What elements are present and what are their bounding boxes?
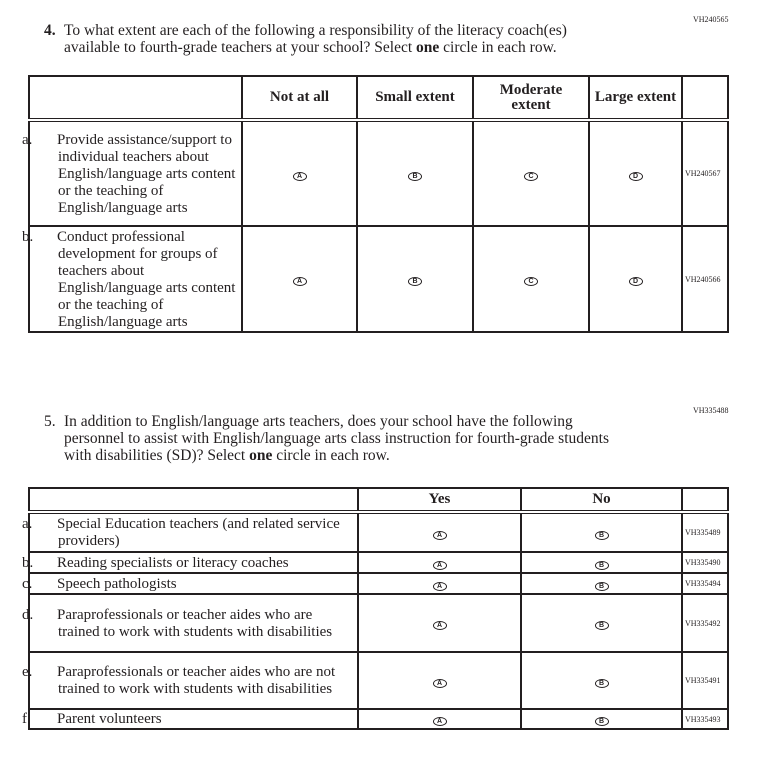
row-label: b. Reading specialists or literacy coache… bbox=[22, 551, 359, 574]
response-cell: B bbox=[520, 593, 683, 653]
table-row: e. Paraprofessionals or teacher aides who… bbox=[22, 651, 729, 710]
response-bubble-a[interactable]: A bbox=[432, 530, 447, 540]
response-bubble-d[interactable]: D bbox=[628, 171, 643, 181]
response-bubble-d[interactable]: D bbox=[628, 277, 643, 286]
table-row: d. Paraprofessionals or teacher aides who… bbox=[22, 593, 729, 653]
response-bubble-a[interactable]: A bbox=[432, 581, 447, 591]
response-cell: A bbox=[241, 225, 358, 333]
item-id: VH240567 bbox=[681, 119, 729, 227]
row-label: c. Speech pathologists bbox=[22, 572, 359, 595]
response-bubble-b[interactable]: B bbox=[594, 581, 609, 591]
row-label: b. Conduct professional development for g… bbox=[22, 225, 243, 333]
item-id: VH335489 bbox=[681, 511, 729, 553]
response-bubble-b[interactable]: B bbox=[594, 678, 609, 688]
response-bubble-c[interactable]: C bbox=[524, 277, 538, 286]
response-bubble-c[interactable]: C bbox=[524, 171, 538, 181]
item-id: VH335491 bbox=[681, 651, 729, 710]
item-id: VH335493 bbox=[681, 708, 729, 730]
response-cell: B bbox=[356, 225, 474, 333]
header-blank bbox=[681, 487, 729, 514]
table-row: a. Provide assistance/support to individu… bbox=[22, 119, 729, 227]
column-header: No bbox=[520, 487, 683, 514]
response-bubble-b[interactable]: B bbox=[594, 560, 609, 570]
response-cell: D bbox=[588, 225, 683, 333]
response-cell: A bbox=[357, 593, 522, 653]
response-bubble-a[interactable]: A bbox=[292, 171, 307, 181]
response-cell: A bbox=[357, 708, 522, 730]
response-cell: B bbox=[520, 511, 683, 553]
response-cell: B bbox=[520, 551, 683, 574]
item-id: VH240566 bbox=[681, 225, 729, 333]
question-5-text: 5. In addition to English/language arts t… bbox=[44, 413, 644, 464]
question-4-id: VH240565 bbox=[693, 15, 729, 24]
row-label: e. Paraprofessionals or teacher aides who… bbox=[22, 651, 359, 710]
question-5-table: Yes No a. Special Education teachers (and… bbox=[22, 487, 729, 730]
column-header: Small extent bbox=[356, 75, 474, 122]
response-cell: B bbox=[520, 708, 683, 730]
header-blank bbox=[28, 487, 359, 514]
response-cell: A bbox=[357, 511, 522, 553]
response-cell: A bbox=[357, 572, 522, 595]
column-header: Moderate extent bbox=[472, 75, 590, 122]
response-cell: C bbox=[472, 225, 590, 333]
question-text: In addition to English/language arts tea… bbox=[64, 413, 609, 464]
row-label: d. Paraprofessionals or teacher aides who… bbox=[22, 593, 359, 653]
row-label: a. Provide assistance/support to individu… bbox=[22, 119, 243, 227]
response-bubble-a[interactable]: A bbox=[432, 560, 447, 570]
column-header: Large extent bbox=[588, 75, 683, 122]
question-5-id: VH335488 bbox=[693, 406, 729, 415]
question-4-table: Not at all Small extent Moderate extent … bbox=[22, 75, 729, 333]
table-row: f. Parent volunteers A B VH335493 bbox=[22, 708, 729, 730]
question-text: To what extent are each of the following… bbox=[64, 22, 567, 56]
question-number: 4. bbox=[44, 22, 56, 39]
response-cell: D bbox=[588, 119, 683, 227]
header-blank bbox=[681, 75, 729, 122]
header-blank bbox=[28, 75, 243, 122]
response-cell: A bbox=[357, 651, 522, 710]
response-cell: B bbox=[520, 651, 683, 710]
response-cell: A bbox=[357, 551, 522, 574]
response-cell: A bbox=[241, 119, 358, 227]
row-label: a. Special Education teachers (and relate… bbox=[22, 511, 359, 553]
item-id: VH335494 bbox=[681, 572, 729, 595]
response-bubble-b[interactable]: B bbox=[408, 171, 422, 181]
response-bubble-a[interactable]: A bbox=[432, 717, 447, 726]
response-cell: B bbox=[356, 119, 474, 227]
column-header: Yes bbox=[357, 487, 522, 514]
column-header: Not at all bbox=[241, 75, 358, 122]
response-bubble-b[interactable]: B bbox=[408, 277, 422, 286]
response-cell: C bbox=[472, 119, 590, 227]
response-bubble-b[interactable]: B bbox=[594, 717, 609, 726]
response-bubble-a[interactable]: A bbox=[432, 621, 447, 630]
item-id: VH335492 bbox=[681, 593, 729, 653]
question-number: 5. bbox=[44, 413, 56, 430]
table-row: b. Reading specialists or literacy coache… bbox=[22, 551, 729, 574]
response-cell: B bbox=[520, 572, 683, 595]
response-bubble-a[interactable]: A bbox=[292, 277, 307, 286]
table-row: a. Special Education teachers (and relate… bbox=[22, 511, 729, 553]
question-4-text: 4. To what extent are each of the followi… bbox=[44, 22, 644, 56]
response-bubble-b[interactable]: B bbox=[594, 621, 609, 630]
table-row: c. Speech pathologists A B VH335494 bbox=[22, 572, 729, 595]
response-bubble-b[interactable]: B bbox=[594, 530, 609, 540]
table-row: b. Conduct professional development for g… bbox=[22, 225, 729, 333]
response-bubble-a[interactable]: A bbox=[432, 678, 447, 688]
item-id: VH335490 bbox=[681, 551, 729, 574]
row-label: f. Parent volunteers bbox=[22, 708, 359, 730]
